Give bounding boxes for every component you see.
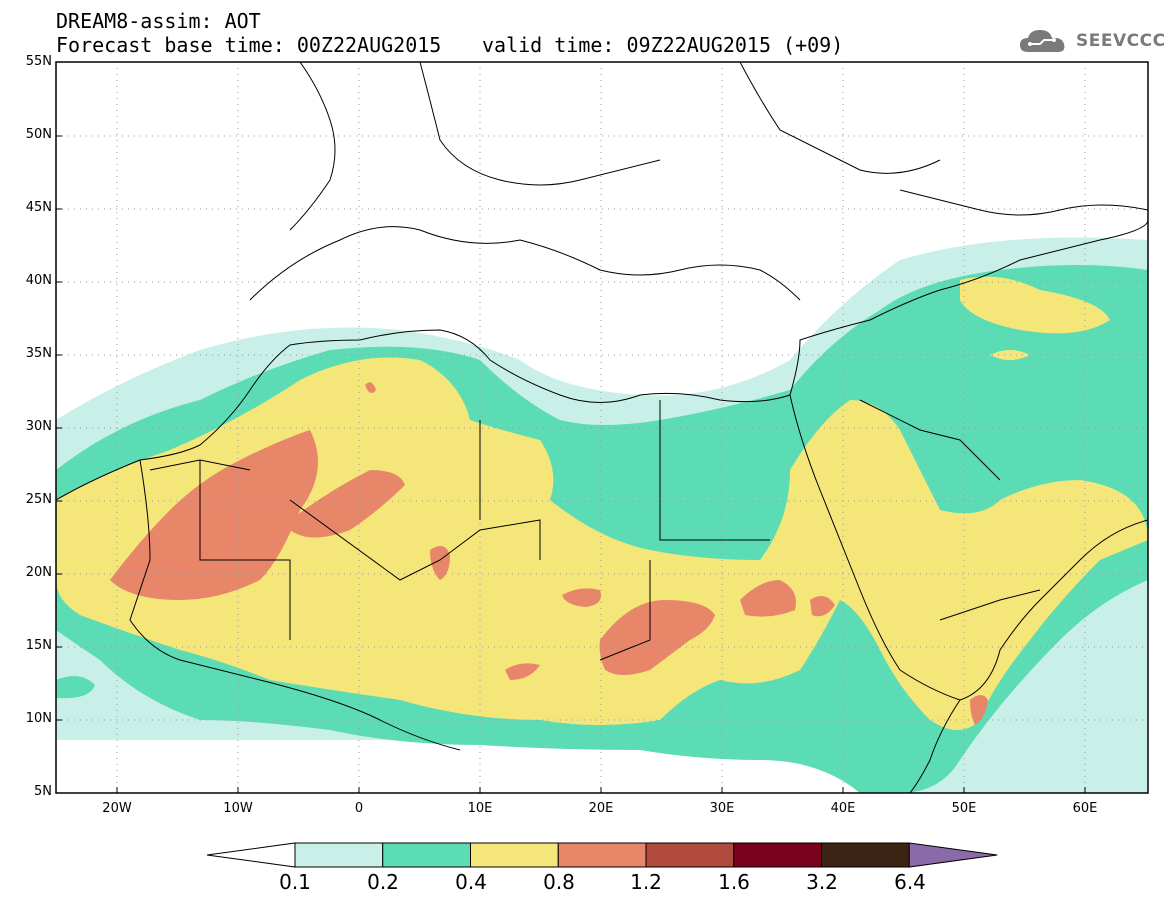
lat-label: 55N bbox=[25, 54, 52, 69]
valid-time: valid time: 09Z22AUG2015 (+09) bbox=[482, 33, 844, 57]
colorbar-label: 0.4 bbox=[455, 870, 487, 894]
lon-label: 40E bbox=[830, 801, 856, 816]
lon-label: 10W bbox=[223, 801, 253, 816]
lat-label: 25N bbox=[25, 492, 52, 507]
lon-label: 30E bbox=[709, 801, 735, 816]
forecast-base-time: Forecast base time: 00Z22AUG2015 bbox=[56, 33, 442, 57]
seevccc-logo: SEEVCCC bbox=[1018, 26, 1165, 56]
colorbar-label: 1.2 bbox=[630, 870, 662, 894]
coastlines bbox=[56, 62, 1148, 793]
lat-label: 5N bbox=[34, 784, 52, 799]
lat-label: 50N bbox=[25, 127, 52, 142]
logo-text: SEEVCCC bbox=[1076, 31, 1165, 51]
lat-label: 15N bbox=[25, 638, 52, 653]
graticule bbox=[56, 62, 1148, 793]
colorbar-label: 1.6 bbox=[718, 870, 750, 894]
lon-label: 20E bbox=[588, 801, 614, 816]
lat-label: 40N bbox=[25, 273, 52, 288]
colorbar-label: 3.2 bbox=[806, 870, 838, 894]
lat-label: 45N bbox=[25, 200, 52, 215]
lat-label: 35N bbox=[25, 346, 52, 361]
cloud-icon bbox=[1020, 30, 1065, 52]
lon-label: 20W bbox=[102, 801, 132, 816]
colorbar-label: 0.1 bbox=[279, 870, 311, 894]
lon-label: 10E bbox=[467, 801, 493, 816]
lat-label: 20N bbox=[25, 565, 52, 580]
tick-marks bbox=[56, 135, 1086, 793]
lat-label: 30N bbox=[25, 419, 52, 434]
aot-level-0.4 bbox=[56, 276, 1148, 730]
lon-label: 0 bbox=[354, 801, 364, 816]
map-title: DREAM8-assim: AOT bbox=[56, 9, 261, 33]
colorbar-label: 0.2 bbox=[367, 870, 399, 894]
aot-level-0.8 bbox=[110, 382, 988, 725]
colorbar-label: 6.4 bbox=[894, 870, 926, 894]
lon-label: 50E bbox=[951, 801, 977, 816]
lat-label: 10N bbox=[25, 711, 52, 726]
lon-label: 60E bbox=[1072, 801, 1098, 816]
colorbar-label: 0.8 bbox=[543, 870, 575, 894]
